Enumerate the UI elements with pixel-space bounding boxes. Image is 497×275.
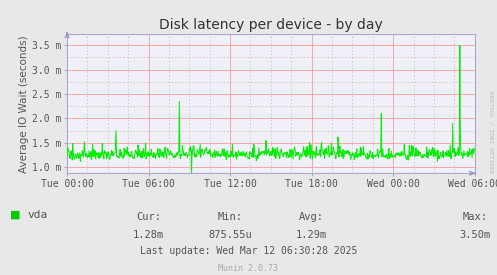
- Text: Munin 2.0.73: Munin 2.0.73: [219, 264, 278, 273]
- Y-axis label: Average IO Wait (seconds): Average IO Wait (seconds): [19, 35, 29, 173]
- Text: Cur:: Cur:: [136, 212, 161, 222]
- Text: Last update: Wed Mar 12 06:30:28 2025: Last update: Wed Mar 12 06:30:28 2025: [140, 246, 357, 256]
- Text: Min:: Min:: [218, 212, 243, 222]
- Text: 1.28m: 1.28m: [133, 230, 164, 240]
- Text: RRDTOOL / TOBI OETIKER: RRDTOOL / TOBI OETIKER: [489, 91, 494, 173]
- Text: Avg:: Avg:: [299, 212, 324, 222]
- Text: 1.29m: 1.29m: [296, 230, 327, 240]
- Text: 3.50m: 3.50m: [459, 230, 490, 240]
- Text: vda: vda: [27, 210, 48, 219]
- Text: Max:: Max:: [462, 212, 487, 222]
- Title: Disk latency per device - by day: Disk latency per device - by day: [159, 18, 383, 32]
- Text: ■: ■: [10, 210, 20, 219]
- Text: 875.55u: 875.55u: [208, 230, 252, 240]
